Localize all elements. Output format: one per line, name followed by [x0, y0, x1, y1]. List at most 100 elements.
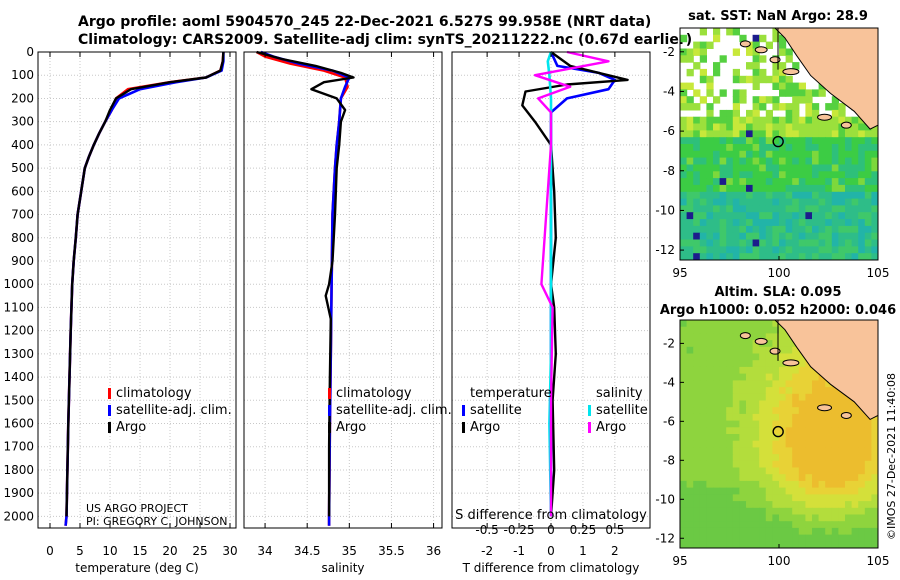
- map_sla-cell: [785, 514, 793, 522]
- map_sst-cell: [825, 157, 833, 165]
- map_sst-cell: [858, 253, 866, 260]
- map_sla-cell: [746, 467, 754, 475]
- map_sla-cell: [686, 413, 694, 422]
- map_sst-cell: [726, 212, 734, 220]
- map_sla-cell: [752, 534, 760, 542]
- map_sla-cell: [732, 387, 740, 395]
- map_sla-cell: [686, 454, 694, 462]
- map_sst-cell: [759, 144, 767, 152]
- map_sla-cell: [772, 373, 780, 381]
- map_sla-cell: [851, 507, 859, 516]
- map_sst-cell: [732, 219, 740, 227]
- map_sla-cell: [798, 494, 806, 502]
- map_sst-cell: [680, 225, 688, 234]
- map_sla-cell: [759, 447, 767, 455]
- map_sla-cell: [831, 427, 839, 435]
- map_sla-cell: [759, 460, 767, 469]
- map_sst-cell: [845, 116, 853, 125]
- map_sla-cell: [779, 534, 787, 542]
- difference-s-tick-label: 0.5: [605, 523, 624, 537]
- map_sla-cell: [732, 447, 740, 455]
- map_sla-cell: [693, 353, 701, 361]
- map_sst-cell: [713, 116, 721, 125]
- map_sla-cell: [845, 400, 853, 408]
- map_sst-cell: [732, 68, 740, 77]
- map_sla-cell: [752, 346, 760, 355]
- map_sst-cell: [805, 96, 813, 104]
- map_sla-cell: [686, 460, 694, 469]
- map_sla-cell: [746, 387, 754, 395]
- map_sla-cell: [838, 494, 846, 502]
- map_sla-cell: [798, 501, 806, 509]
- map_sla-cell: [732, 474, 740, 482]
- map_sla-cell: [699, 434, 707, 442]
- map_sla-cell: [713, 380, 721, 388]
- map_sla-cell: [838, 454, 846, 462]
- map_sst-cell: [831, 184, 839, 193]
- map_sst-cell: [680, 96, 688, 104]
- map_sst-cell: [785, 89, 793, 97]
- map_sla-cell: [719, 346, 727, 355]
- map_sla-cell: [805, 534, 813, 542]
- map_sla-cell: [858, 514, 866, 522]
- map_sla-cell: [686, 420, 694, 428]
- map_sla-cell: [680, 447, 688, 455]
- map_sla-cell: [812, 487, 820, 495]
- map_sla-cell: [680, 474, 688, 482]
- map_sla-cell: [772, 440, 780, 448]
- map_sla-cell: [693, 393, 701, 402]
- difference-salinity-legend-label-1: Argo: [596, 420, 626, 435]
- map_sst-cell: [831, 198, 839, 206]
- map_sst-cell: [845, 239, 853, 247]
- map_sla-cell: [851, 527, 859, 536]
- map_sla-cell: [739, 380, 747, 388]
- map_sla-cell: [746, 534, 754, 542]
- map_sla-cell: [805, 420, 813, 428]
- map_sla-cell: [726, 407, 734, 415]
- map_sst-cell: [779, 205, 787, 213]
- map_sst-cell: [719, 109, 727, 118]
- map_sla-cell: [772, 333, 780, 341]
- map_sst-cell: [746, 219, 754, 227]
- map_sst-cell: [699, 164, 707, 172]
- map_sla-cell: [680, 460, 688, 469]
- map_sst-cell: [851, 178, 859, 186]
- map_sst-island-1: [754, 46, 768, 54]
- map_sla-cell: [845, 521, 853, 529]
- map_sst-cell: [845, 246, 853, 254]
- map_sla-cell: [706, 427, 714, 435]
- map_sst-cell: [732, 89, 740, 97]
- map_sst-cell: [818, 225, 826, 234]
- map_sla-cell: [845, 427, 853, 435]
- map_sst-cell: [739, 130, 747, 138]
- map_sla-cell: [831, 407, 839, 415]
- map_sst-cell: [871, 212, 878, 220]
- map_sst-cell: [680, 164, 688, 172]
- map_sla-cell: [686, 346, 694, 355]
- map_sla-cell: [858, 474, 866, 482]
- temperature-xtick-label: 20: [162, 544, 177, 558]
- map_sst-cell: [779, 116, 787, 125]
- map_sla-cell: [739, 480, 747, 489]
- map_sla-cell: [765, 454, 773, 462]
- map_sla-cell: [779, 387, 787, 395]
- map_sst-cell: [739, 96, 747, 104]
- map_sst-cell: [812, 212, 820, 220]
- map_sst-cell: [699, 144, 707, 152]
- map_sst-cell: [719, 150, 727, 159]
- map_sst-cell: [818, 205, 826, 213]
- map_sla-cell: [831, 387, 839, 395]
- map_sst-cell: [680, 184, 688, 193]
- map_sla-cell: [699, 400, 707, 408]
- map_sla-cell: [746, 514, 754, 522]
- map_sst-cell: [858, 123, 866, 131]
- map_sst-cell: [851, 130, 859, 138]
- map_sst-cell: [732, 212, 740, 220]
- map_sst-cell: [719, 123, 727, 131]
- map_sla-ytick-label: -2: [663, 336, 675, 350]
- map_sla-cell: [732, 507, 740, 516]
- map_sst-cell: [805, 130, 813, 138]
- map_sst-cell: [779, 150, 787, 159]
- map_sst-cell: [699, 48, 707, 56]
- map_sst-cell: [792, 212, 800, 220]
